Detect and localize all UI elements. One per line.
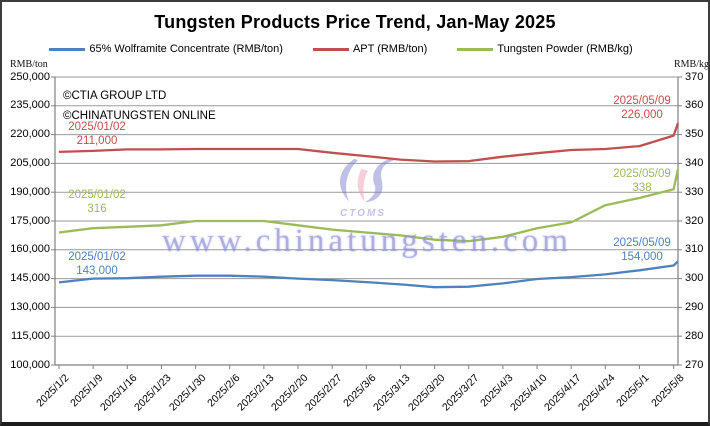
right-axis-tick-label: 370: [685, 70, 704, 83]
left-axis-tick-label: 160,000: [10, 243, 50, 256]
annotation-apt-start: 2025/01/02 211,000: [59, 121, 135, 148]
right-axis-tick-label: 360: [685, 99, 704, 112]
annotation-line: 226,000: [621, 108, 663, 121]
legend-swatch: [49, 47, 86, 51]
left-axis-tick-label: 250,000: [10, 70, 50, 83]
series-line-tungsten: [58, 168, 680, 243]
left-axis-tick-label: 190,000: [10, 185, 50, 198]
right-axis-tick-label: 280: [685, 329, 704, 342]
right-axis-tick-label: 270: [685, 358, 704, 371]
left-axis-tick-label: 205,000: [10, 156, 50, 169]
right-axis-tick-label: 300: [685, 272, 704, 285]
left-axis-tick-label: 145,000: [10, 272, 50, 285]
copyright-block: ©CTIA GROUP LTD ©CHINATUNGSTEN ONLINE: [63, 86, 216, 126]
annotation-powder-end: 2025/05/09 338: [604, 168, 680, 195]
right-axis-tick-label: 290: [685, 300, 704, 313]
right-axis-tick-label: 320: [685, 214, 704, 227]
annotation-line: 143,000: [76, 264, 118, 277]
legend-label: Tungsten Powder (RMB/kg): [497, 43, 633, 55]
right-axis-tick-label: 340: [685, 156, 704, 169]
left-axis-tick-label: 220,000: [10, 128, 50, 141]
series-line-apt: [58, 122, 680, 163]
annotation-line: 2025/05/09: [613, 237, 671, 249]
legend-item: Tungsten Powder (RMB/kg): [457, 43, 633, 55]
copyright-line-2: ©CHINATUNGSTEN ONLINE: [63, 110, 216, 122]
left-axis-tick-label: 235,000: [10, 99, 50, 112]
annotation-line: 2025/01/02: [68, 121, 126, 133]
right-axis-unit-label: RMB/kg: [674, 59, 710, 70]
annotation-wolframite-start: 2025/01/02 143,000: [59, 251, 135, 278]
legend: 65% Wolframite Concentrate (RMB/ton) APT …: [2, 43, 694, 55]
legend-label: 65% Wolframite Concentrate (RMB/ton): [89, 43, 283, 55]
left-axis-tick-label: 175,000: [10, 214, 50, 227]
annotation-line: 154,000: [621, 250, 663, 263]
copyright-line-1: ©CTIA GROUP LTD: [63, 90, 167, 102]
annotation-line: 211,000: [76, 134, 118, 147]
right-axis-tick-label: 310: [685, 243, 704, 256]
annotation-line: 2025/05/09: [613, 168, 671, 180]
annotation-line: 2025/05/09: [613, 95, 671, 107]
legend-item: 65% Wolframite Concentrate (RMB/ton): [49, 43, 283, 55]
annotation-powder-start: 2025/01/02 316: [59, 189, 135, 216]
left-axis-tick-label: 130,000: [10, 300, 50, 313]
annotation-line: 2025/01/02: [68, 251, 126, 263]
annotation-line: 316: [87, 202, 107, 215]
legend-label: APT (RMB/ton): [352, 43, 428, 55]
annotation-line: 2025/01/02: [68, 189, 126, 201]
series-line-65: [58, 260, 679, 289]
chart-title: Tungsten Products Price Trend, Jan-May 2…: [154, 12, 556, 32]
left-axis-tick-label: 115,000: [11, 329, 50, 342]
right-axis-tick-label: 330: [685, 185, 704, 198]
legend-swatch: [312, 47, 349, 51]
annotation-wolframite-end: 2025/05/09 154,000: [604, 237, 680, 264]
legend-swatch: [457, 47, 494, 51]
legend-item: APT (RMB/ton): [312, 43, 428, 55]
left-axis-tick-label: 100,000: [10, 358, 50, 371]
annotation-line: 338: [632, 181, 652, 194]
right-axis-tick-label: 350: [685, 128, 704, 141]
annotation-apt-end: 2025/05/09 226,000: [604, 95, 680, 122]
left-axis-unit-label: RMB/ton: [10, 59, 48, 70]
